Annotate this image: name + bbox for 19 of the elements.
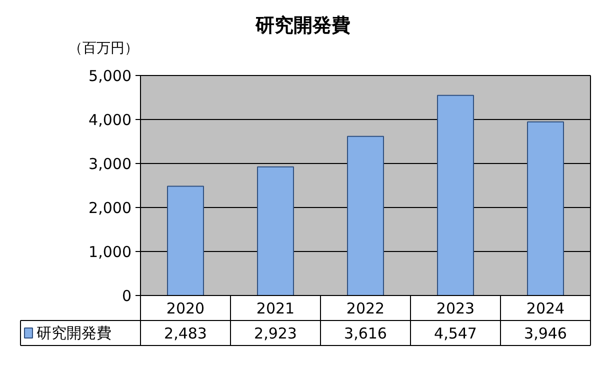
legend-label: 研究開発費 [36,324,112,342]
x-tick-label: 2020 [166,300,205,318]
y-tick-label: 4,000 [88,111,132,129]
data-label: 2,483 [164,324,207,342]
chart-title: 研究開発費 [254,14,350,36]
data-label: 4,547 [434,324,477,342]
x-tick-label: 2023 [436,300,475,318]
y-tick-label: 5,000 [88,67,132,85]
data-label: 3,946 [524,324,567,342]
y-tick-label: 2,000 [88,199,132,217]
y-axis-title: （百万円） [68,40,138,56]
data-label: 3,616 [344,324,387,342]
y-tick-label: 0 [122,287,132,305]
data-label: 2,923 [254,324,297,342]
x-tick-label: 2024 [526,300,565,318]
y-tick-label: 1,000 [88,243,132,261]
x-tick-label: 2022 [346,300,385,318]
x-tick-label: 2021 [256,300,295,318]
y-tick-label: 3,000 [88,155,132,173]
